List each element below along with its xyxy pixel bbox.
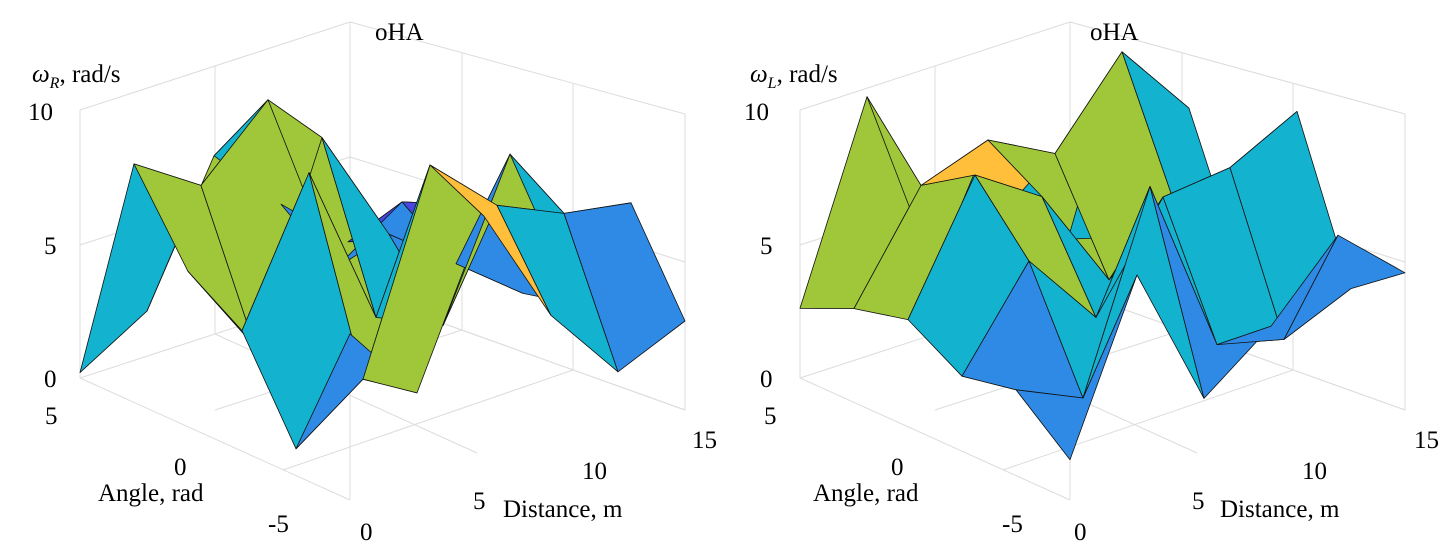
- z-tick-5: 5: [44, 233, 57, 260]
- x-tick-0: 0: [360, 519, 373, 546]
- z-tick-0: 0: [44, 366, 57, 393]
- chart-left-title: oHA: [375, 19, 424, 46]
- surface-facet-0-4: [563, 202, 686, 373]
- chart-right-z-label: ωL, rad/s: [750, 61, 838, 92]
- z-label-subscript: L: [767, 75, 777, 92]
- chart-left-ticks: 0 5 10 5 0 -5 0 5 10 15: [28, 99, 717, 546]
- z-tick-10: 10: [28, 99, 53, 126]
- chart-left-surface: [79, 99, 686, 450]
- chart-right-y-label: Angle, rad: [813, 480, 919, 507]
- x-tick-10: 10: [582, 458, 607, 485]
- chart-left-y-label: Angle, rad: [98, 480, 204, 507]
- z-label-unit: , rad/s: [777, 61, 838, 88]
- chart-right-x-label: Distance, m: [1220, 496, 1340, 523]
- y-tick-0: 0: [174, 454, 187, 481]
- z-tick-0: 0: [760, 366, 773, 393]
- chart-right: 0 5 10 5 0 -5 0 5 10 15 oHA ωL, rad/s An…: [744, 19, 1439, 546]
- y-tick-5: 5: [45, 403, 58, 430]
- surface-facet-0-4: [1283, 234, 1406, 340]
- chart-left-z-label: ωR, rad/s: [32, 61, 121, 92]
- x-tick-10: 10: [1302, 458, 1327, 485]
- y-tick-0: 0: [891, 454, 904, 481]
- x-tick-5: 5: [1192, 488, 1205, 515]
- x-tick-15: 15: [1414, 427, 1439, 454]
- z-tick-5: 5: [760, 233, 773, 260]
- chart-right-surface: [799, 51, 1406, 461]
- x-tick-5: 5: [473, 488, 486, 515]
- y-tick-minus5: -5: [268, 511, 289, 538]
- chart-right-ticks: 0 5 10 5 0 -5 0 5 10 15: [744, 99, 1439, 546]
- z-tick-10: 10: [744, 99, 769, 126]
- chart-left: 0 5 10 5 0 -5 0 5 10 15 oHA ωR, rad/s An…: [28, 19, 717, 546]
- x-tick-15: 15: [692, 427, 717, 454]
- y-tick-5: 5: [764, 403, 777, 430]
- chart-left-x-label: Distance, m: [503, 496, 623, 523]
- z-label-unit: , rad/s: [59, 61, 120, 88]
- chart-right-title: oHA: [1090, 19, 1139, 46]
- y-tick-minus5: -5: [1002, 511, 1023, 538]
- z-label-subscript: R: [49, 75, 60, 92]
- x-tick-0: 0: [1074, 519, 1087, 546]
- z-label-symbol: ω: [32, 61, 50, 88]
- z-label-symbol: ω: [750, 61, 768, 88]
